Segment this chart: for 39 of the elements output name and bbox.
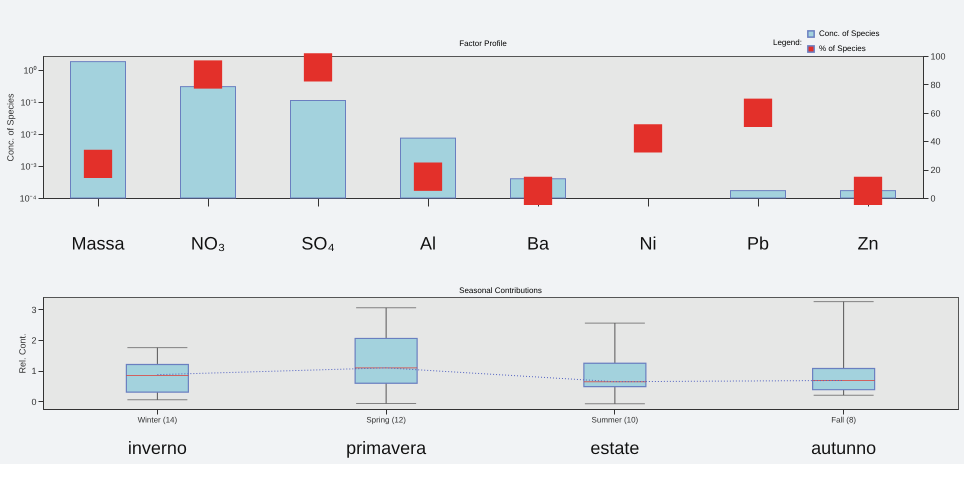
line-series <box>156 367 844 382</box>
y-axis-title: Rel. Cont. <box>17 333 28 374</box>
legend-label: % of Species <box>819 44 866 53</box>
y2-tick-label: 20 <box>930 165 941 176</box>
y2-tick-label: 60 <box>930 108 941 118</box>
x-tick-label: Fall (8) <box>831 416 856 424</box>
y-tick-label: 3 <box>31 304 36 315</box>
y-tick-label: 10⁻² <box>20 129 36 140</box>
y-tick-label: 1 <box>31 366 36 376</box>
x-tick-label: Massa <box>71 234 126 254</box>
text: primavera <box>346 438 428 458</box>
legend-title: Legend: <box>773 38 802 47</box>
y-axis-title: Conc. of Species <box>6 92 16 162</box>
text: inverno <box>128 438 187 458</box>
y2-tick-label: 80 <box>930 80 941 90</box>
y-tick-label: 10⁰ <box>23 65 36 76</box>
y-tick-label: 10⁻¹ <box>20 97 36 108</box>
y2-tick-label: 0 <box>930 194 936 204</box>
y-tick-label: 10⁻³ <box>20 161 36 172</box>
x-tick-label: NO₃ <box>190 234 226 254</box>
x-tick-label: Al <box>420 234 436 254</box>
chart-title: Seasonal Contributions <box>459 286 542 295</box>
y-tick-label: 10⁻⁴ <box>20 194 37 204</box>
legend-label: Conc. of Species <box>819 29 880 38</box>
x-tick-label: Winter (14) <box>138 416 178 424</box>
y2-tick-label: 100 <box>930 52 946 62</box>
text: autunno <box>811 438 876 458</box>
x-tick-label: SO₄ <box>301 234 335 254</box>
x-tick-label: Spring (12) <box>366 416 406 424</box>
x-tick-label: Pb <box>746 234 770 254</box>
x-tick-label: Zn <box>857 234 879 254</box>
chart-title: Factor Profile <box>459 39 508 48</box>
x-tick-label: Ni <box>640 234 656 254</box>
y2-tick-label: 40 <box>930 136 941 147</box>
y-tick-label: 0 <box>31 396 36 407</box>
x-tick-label: Summer (10) <box>592 416 639 424</box>
text: estate <box>590 438 640 458</box>
x-tick-label: Ba <box>526 234 550 254</box>
y-tick-label: 2 <box>31 335 36 346</box>
